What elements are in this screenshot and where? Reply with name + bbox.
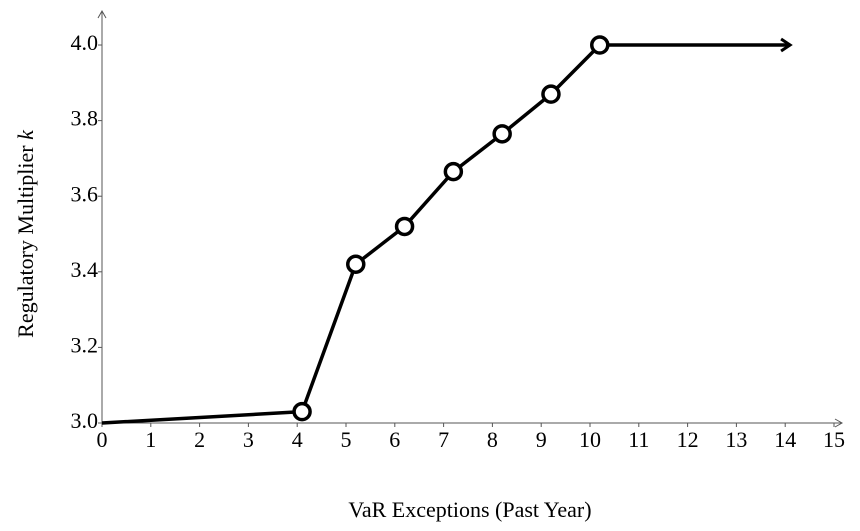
data-point	[292, 401, 312, 422]
data-point	[394, 216, 415, 237]
y-axis-label: Regulatory Multiplier k	[13, 129, 38, 338]
x-tick-label: 3	[243, 427, 254, 452]
x-tick-label: 14	[774, 427, 796, 452]
y-axis-label-var: k	[13, 129, 38, 140]
x-tick-label: 0	[97, 427, 108, 452]
data-point	[541, 84, 561, 104]
data-point	[590, 35, 610, 55]
x-tick-label: 5	[341, 427, 352, 452]
x-tick-label: 13	[725, 427, 747, 452]
x-axis-label: VaR Exceptions (Past Year)	[348, 497, 591, 522]
x-tick-label: 11	[628, 427, 649, 452]
x-tick-label: 8	[487, 427, 498, 452]
y-tick-label: 4.0	[71, 30, 99, 55]
x-tick-label: 9	[536, 427, 547, 452]
data-line	[101, 37, 793, 425]
y-tick-label: 3.8	[71, 106, 99, 131]
y-tick-label: 3.6	[71, 181, 99, 206]
y-axis-label-text: Regulatory Multiplier	[13, 145, 38, 338]
x-tick-label: 4	[292, 427, 303, 452]
y-tick-label: 3.4	[71, 257, 99, 282]
x-tick-label: 15	[823, 427, 845, 452]
x-tick-label: 6	[389, 427, 400, 452]
x-tick-label: 1	[145, 427, 156, 452]
x-tick-label: 10	[579, 427, 601, 452]
y-tick-label: 3.2	[71, 332, 99, 357]
x-tick-label: 7	[438, 427, 449, 452]
x-tick-label: 2	[194, 427, 205, 452]
data-point	[443, 161, 464, 182]
x-tick-label: 12	[677, 427, 699, 452]
y-tick-label: 3.0	[71, 408, 99, 433]
data-point	[346, 254, 366, 274]
data-point	[492, 124, 512, 144]
